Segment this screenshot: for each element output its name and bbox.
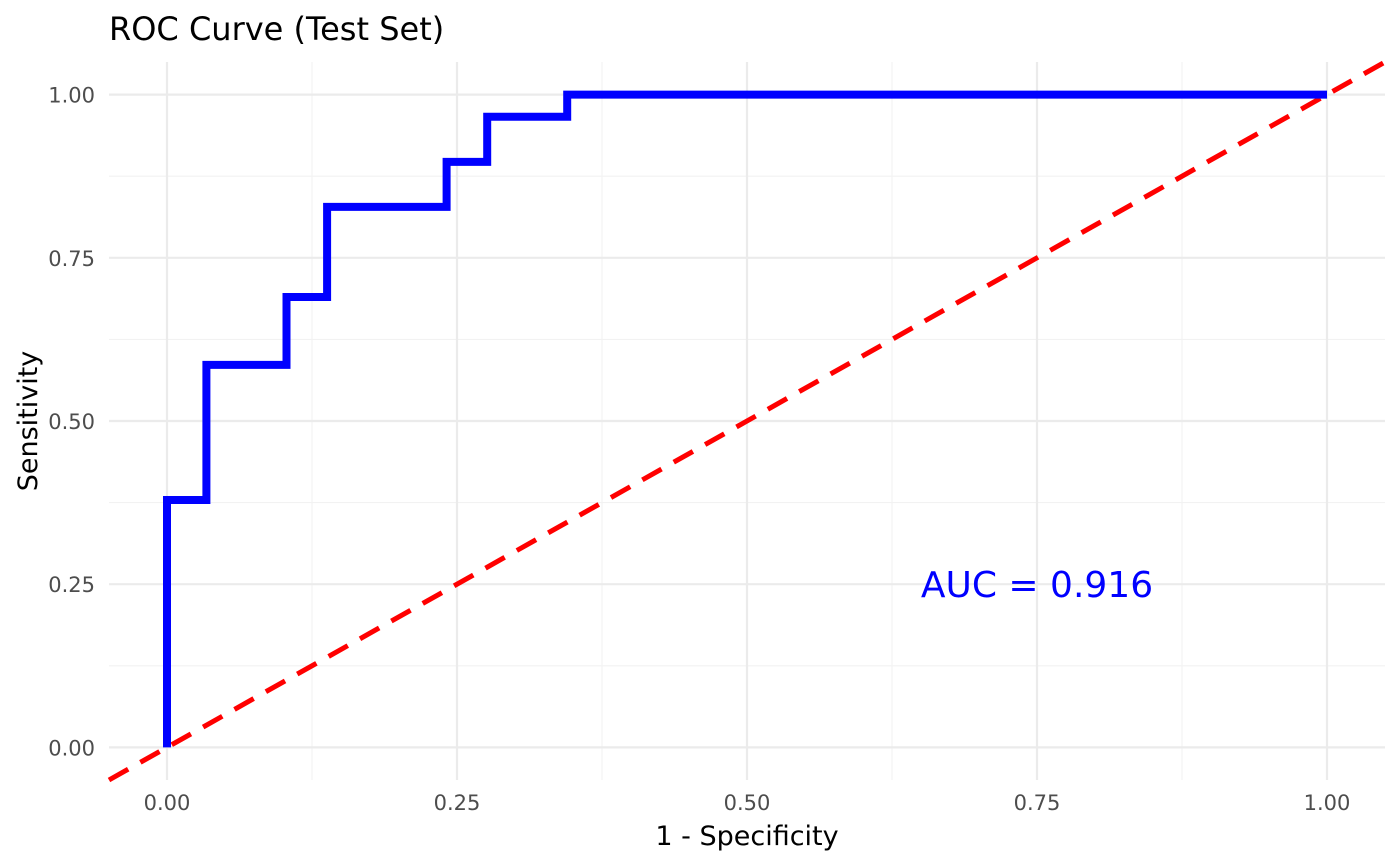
x-tick-label: 0.75 [1014, 791, 1061, 815]
y-tick-label: 0.25 [48, 573, 95, 597]
y-tick-label: 0.50 [48, 410, 95, 434]
x-tick-labels: 0.00 0.25 0.50 0.75 1.00 [144, 791, 1351, 815]
auc-annotation: AUC = 0.916 [921, 565, 1153, 606]
y-axis-title: Sensitivity [13, 351, 44, 492]
roc-curve-line [163, 90, 1327, 748]
y-tick-label: 0.00 [48, 736, 95, 760]
x-tick-label: 1.00 [1304, 791, 1351, 815]
annotation-layer: AUC = 0.916 [921, 565, 1153, 606]
x-tick-label: 0.00 [144, 791, 191, 815]
y-tick-label: 1.00 [48, 84, 95, 108]
series-layer [107, 59, 1387, 783]
reference-diagonal-line [107, 59, 1387, 783]
x-axis-title: 1 - Specificity [655, 821, 838, 852]
x-tick-label: 0.50 [724, 791, 771, 815]
x-tick-label: 0.25 [434, 791, 481, 815]
y-tick-label: 0.75 [48, 247, 95, 271]
y-tick-labels: 0.00 0.25 0.50 0.75 1.00 [48, 84, 95, 761]
chart-title: ROC Curve (Test Set) [109, 10, 444, 48]
